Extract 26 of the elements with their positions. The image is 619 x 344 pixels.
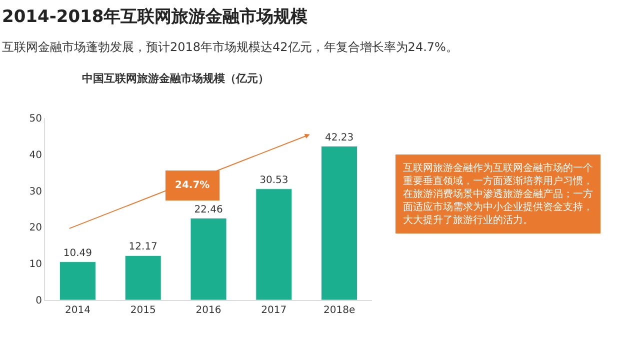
x-tick-label: 2017 [261,305,287,316]
y-tick-label: 40 [29,150,42,161]
annotation: 24.7% [175,180,210,191]
bar [59,262,96,300]
chart-subtitle: 互联网金融市场蓬勃发展，预计2018年市场规模达42亿元，年复合增长率为24.7%。 [2,40,458,54]
y-tick-label: 0 [36,296,42,306]
bar [124,255,162,300]
y-tick-label: 10 [29,259,42,270]
data-label: 10.49 [63,248,92,259]
y-tick-label: 50 [29,114,42,124]
y-tick-label: 30 [29,186,42,198]
x-tick-label: 2018e [323,305,356,316]
chart-title: 2014-2018年互联网旅游金融市场规模 [2,7,308,27]
bar [190,218,227,300]
data-label: 42.23 [324,132,354,144]
x-tick-label: 2016 [196,305,222,316]
data-label: 30.53 [260,174,288,186]
x-axis-title: 中国互联网旅游金融市场规模（亿元） [82,72,269,85]
data-label: 12.17 [128,242,158,253]
y-tick-label: 20 [29,222,42,234]
bar [256,188,292,300]
text: 互联网旅游金融作为互联网金融市场的一个重要垂直领域，一方面逐渐培养用户习惯，在旅游消费场景中渗透旅游金融产品；一方面适应市场需求为中小企业提供资金支持，大大提升了旅游行业的活力。 [403,162,593,226]
bar [321,146,358,300]
x-tick-label: 2015 [130,305,156,316]
data-label: 22.46 [194,204,223,216]
x-tick-label: 2014 [64,305,90,316]
